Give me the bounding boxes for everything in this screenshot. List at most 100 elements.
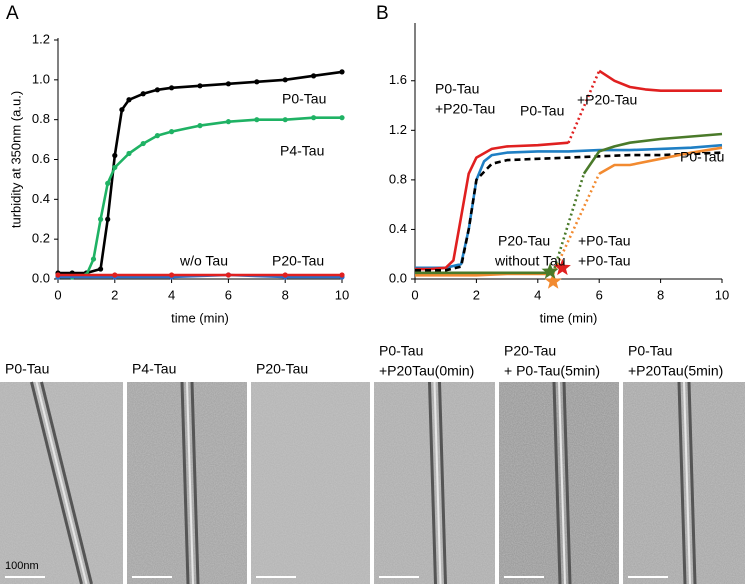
annotation: +P0-Tau [578,233,631,249]
x-tick-label: 6 [596,287,603,302]
x-axis-title: time (min) [171,310,229,325]
data-point [225,272,231,278]
annotation: P0-Tau [520,103,564,119]
series-label: P0-Tau [282,91,326,107]
fiber [677,381,687,584]
series-line [415,272,554,277]
data-point [311,73,317,79]
x-tick-label: 0 [54,287,61,302]
fiber [186,381,194,584]
annotation: +P0-Tau [578,253,631,269]
annotation: P20-Tau [498,233,550,249]
y-tick-label: 1.6 [389,72,407,87]
data-point [282,117,288,123]
y-tick-label: 1.0 [32,71,50,86]
fiber [35,381,88,584]
fiber [438,381,447,584]
y-tick-label: 0.2 [32,231,50,246]
data-point [169,85,175,91]
micrograph [127,381,247,584]
micrograph-label: P0-Tau [628,343,672,359]
fiber [552,381,562,584]
y-tick-label: 1.2 [32,31,50,46]
fiber [428,381,437,584]
data-point [112,164,118,171]
micrograph [623,381,745,584]
annotation: without Tau [494,253,566,269]
x-tick-label: 4 [534,287,541,302]
micrograph-noise [251,382,370,584]
data-point [225,119,231,125]
data-point [140,91,146,97]
data-point [90,256,97,262]
series-line [598,69,722,92]
fiber [30,381,83,584]
series-label: P4-Tau [280,143,324,159]
data-point [197,123,203,129]
data-point [254,117,260,123]
panel-label: B [376,3,389,24]
star-marker [541,262,559,279]
data-point [105,216,111,222]
data-point [197,83,203,89]
micrograph-label: P20-Tau [504,343,556,359]
x-tick-label: 2 [111,287,118,302]
series-line [551,173,601,275]
x-tick-label: 10 [715,287,729,302]
micrograph [0,381,123,584]
x-axis-title: time (min) [540,310,598,325]
series-line [598,146,723,175]
data-point [154,87,160,93]
data-point [98,216,104,222]
y-tick-label: 0.6 [32,151,50,166]
series-line [551,173,586,274]
data-point [169,129,175,135]
fiber [683,381,691,584]
data-point [98,266,104,272]
y-tick-label: 1.2 [389,122,407,137]
x-tick-label: 10 [335,287,349,302]
data-point [55,272,61,278]
data-point [169,272,175,278]
y-tick-label: 0.0 [389,270,407,285]
data-point [225,81,231,87]
fiber [180,381,190,584]
x-tick-label: 0 [411,287,418,302]
y-tick-label: 0.8 [32,111,50,126]
panel-label: A [6,3,19,24]
data-point [339,272,345,278]
fiber [558,381,566,584]
micrograph-label: P20-Tau [256,361,308,377]
data-point [339,69,345,75]
series-line [567,70,601,144]
x-tick-label: 2 [473,287,480,302]
data-point [254,79,260,85]
x-tick-label: 4 [168,287,175,302]
data-point [282,272,288,278]
y-tick-label: 0.4 [389,221,407,236]
micrograph [374,381,495,584]
micrograph-label: + P0-Tau(5min) [504,363,600,379]
fiber [687,381,697,584]
series-label: P20-Tau [272,253,324,269]
data-point [112,272,118,278]
micrograph-label: P4-Tau [132,361,176,377]
data-point [282,77,288,83]
series-line [415,143,723,270]
micrograph-label: P0-Tau [379,343,423,359]
data-point [126,150,132,157]
fiber [433,381,442,584]
data-point [112,152,118,159]
fiber [190,381,200,584]
annotation: P0-Tau [435,81,479,97]
data-point [105,180,111,186]
fiber [40,381,93,584]
y-tick-label: 0.8 [389,171,407,186]
data-point [140,140,146,147]
micrograph-label: P0-Tau [5,361,49,377]
micrograph [251,382,370,584]
x-tick-label: 8 [282,287,289,302]
annotation: +P20-Tau [435,101,495,117]
star-marker [544,272,562,289]
